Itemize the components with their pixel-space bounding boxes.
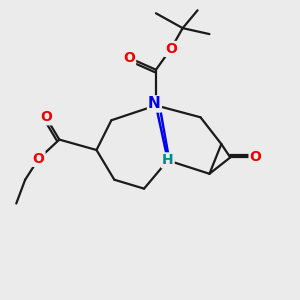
Text: O: O (250, 150, 262, 164)
Text: O: O (33, 152, 44, 166)
Text: O: O (123, 51, 135, 65)
Text: H: H (162, 153, 174, 167)
Text: N: N (148, 96, 161, 111)
Text: O: O (40, 110, 52, 124)
Text: O: O (165, 42, 177, 56)
